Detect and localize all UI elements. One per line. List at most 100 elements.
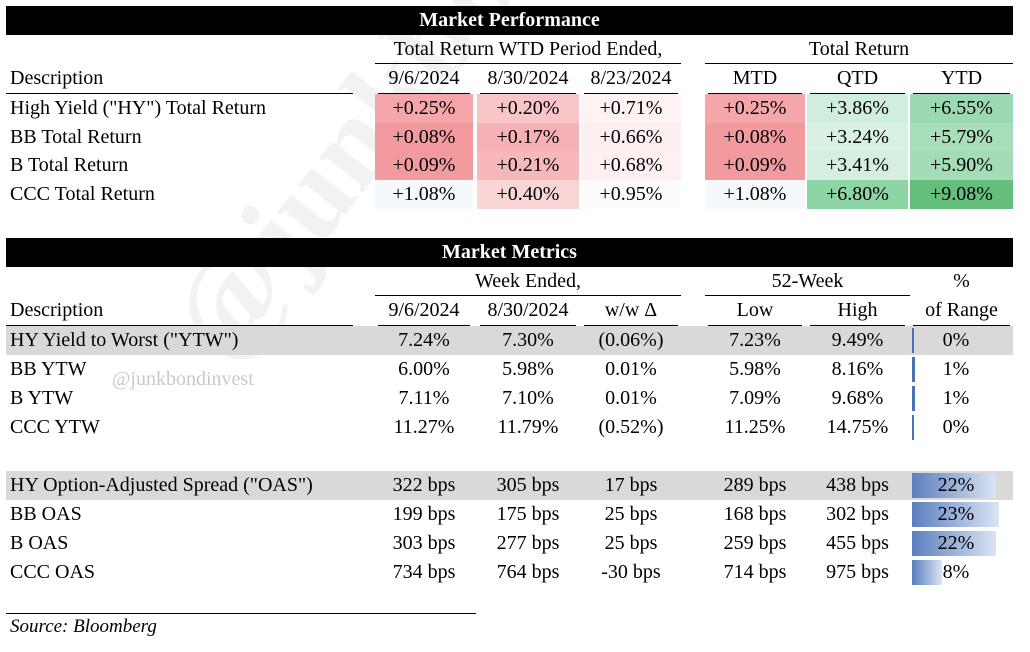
metrics-value-cell: 8.16% (831, 358, 884, 380)
perf-value-cell: +0.40% (477, 180, 579, 209)
perf-description-header: Description (10, 67, 104, 89)
perf-col-header: 8/30/2024 (487, 67, 569, 89)
perf-col-underline (810, 93, 905, 94)
range-bar (912, 502, 999, 527)
metrics-row-label: B YTW (10, 387, 74, 409)
range-pct: 23% (937, 503, 975, 525)
perf-value-cell: +0.25% (375, 94, 473, 123)
metrics-value-cell: 7.10% (502, 387, 554, 409)
range-bar (912, 357, 915, 382)
perf-value-cell: +1.08% (375, 180, 473, 209)
metrics-value-cell: 175 bps (496, 503, 560, 525)
metrics-value-cell: 199 bps (392, 503, 456, 525)
perf-value-cell: +0.09% (705, 151, 805, 180)
metrics-value-cell: 302 bps (826, 503, 889, 525)
range-bar (912, 328, 914, 353)
perf-value-cell: +1.08% (705, 180, 805, 209)
metrics-col-underline (810, 325, 905, 326)
metrics-description-underline (6, 325, 353, 326)
perf-row-label: BB Total Return (10, 126, 142, 148)
metrics-row-label: CCC YTW (10, 416, 100, 438)
perf-value-cell: +0.21% (477, 151, 579, 180)
metrics-value-cell: 11.79% (497, 416, 559, 438)
perf-value-cell: +0.66% (581, 123, 681, 152)
metrics-value-cell: 7.11% (398, 387, 450, 409)
metrics-description-header: Description (10, 299, 104, 321)
metrics-value-cell: (0.52%) (598, 416, 664, 438)
metrics-group-underline-52week (705, 295, 910, 296)
perf-col-header: 8/23/2024 (590, 67, 672, 89)
metrics-col-header: Low (736, 299, 774, 321)
metrics-value-cell: 11.25% (724, 416, 786, 438)
perf-group-header-total: Total Return (808, 38, 910, 60)
metrics-value-cell: 438 bps (826, 474, 889, 496)
watermark-small: @junkbondinvest (112, 368, 254, 390)
perf-value-cell: +5.90% (910, 151, 1013, 180)
perf-value-cell: +0.08% (375, 123, 473, 152)
perf-value-cell: +3.86% (807, 94, 908, 123)
metrics-col-underline (584, 325, 678, 326)
metrics-value-cell: 0.01% (605, 387, 657, 409)
metrics-value-cell: 25 bps (604, 503, 658, 525)
metrics-value-cell: 14.75% (826, 416, 889, 438)
perf-value-cell: +3.41% (807, 151, 908, 180)
metrics-group-header-52week: 52-Week (771, 270, 844, 292)
metrics-value-cell: (0.06%) (598, 329, 664, 351)
metrics-col-header: 9/6/2024 (388, 299, 460, 321)
metrics-value-cell: 7.09% (729, 387, 781, 409)
perf-col-underline (378, 93, 470, 94)
market-performance-title: Market Performance (6, 6, 1013, 35)
perf-value-cell: +0.25% (705, 94, 805, 123)
metrics-value-cell: 764 bps (496, 561, 560, 583)
perf-value-cell: +0.08% (705, 123, 805, 152)
metrics-col-header: High (837, 299, 878, 321)
perf-col-underline (584, 93, 678, 94)
metrics-value-cell: 303 bps (392, 532, 456, 554)
range-pct: 22% (937, 474, 975, 496)
perf-value-cell: +0.20% (477, 94, 579, 123)
perf-value-cell: +3.24% (807, 123, 908, 152)
metrics-value-cell: 25 bps (604, 532, 658, 554)
range-pct: 1% (942, 358, 970, 380)
perf-col-underline (708, 93, 802, 94)
metrics-row-label: BB YTW (10, 358, 87, 380)
metrics-value-cell: 975 bps (826, 561, 889, 583)
metrics-col-underline (378, 325, 470, 326)
metrics-value-cell: 322 bps (392, 474, 456, 496)
range-bar (912, 560, 942, 585)
market-metrics-title: Market Metrics (6, 238, 1013, 267)
metrics-col-underline (480, 325, 576, 326)
metrics-row-label: HY Option-Adjusted Spread ("OAS") (10, 474, 313, 496)
metrics-value-cell: 9.68% (831, 387, 884, 409)
metrics-value-cell: 714 bps (723, 561, 787, 583)
metrics-group-underline-week (375, 295, 681, 296)
perf-row-label: B Total Return (10, 154, 129, 176)
metrics-row-label: B OAS (10, 532, 69, 554)
range-bar (912, 473, 996, 498)
metrics-value-cell: 7.23% (729, 329, 781, 351)
range-bar (912, 386, 915, 411)
metrics-row-label: HY Yield to Worst ("YTW") (10, 329, 239, 351)
metrics-value-cell: 734 bps (392, 561, 456, 583)
perf-value-cell: +6.80% (807, 180, 908, 209)
metrics-value-cell: 5.98% (502, 358, 554, 380)
perf-value-cell: +5.79% (910, 123, 1013, 152)
range-pct: 0% (942, 416, 970, 438)
perf-description-underline (6, 93, 353, 94)
metrics-col-underline (708, 325, 802, 326)
perf-value-cell: +0.09% (375, 151, 473, 180)
range-bar (912, 415, 914, 440)
perf-col-underline (480, 93, 576, 94)
metrics-value-cell: 7.30% (502, 329, 554, 351)
perf-col-header: QTD (836, 67, 879, 89)
metrics-col-header: w/w Δ (604, 299, 658, 321)
row-highlight (6, 471, 1013, 500)
metrics-value-cell: 455 bps (826, 532, 889, 554)
perf-col-header: MTD (732, 67, 778, 89)
metrics-value-cell: 305 bps (496, 474, 560, 496)
metrics-value-cell: 9.49% (831, 329, 884, 351)
range-pct: 8% (942, 561, 970, 583)
perf-group-underline-total (705, 63, 1013, 64)
perf-row-label: High Yield ("HY") Total Return (10, 97, 267, 119)
metrics-value-cell: 0.01% (605, 358, 657, 380)
